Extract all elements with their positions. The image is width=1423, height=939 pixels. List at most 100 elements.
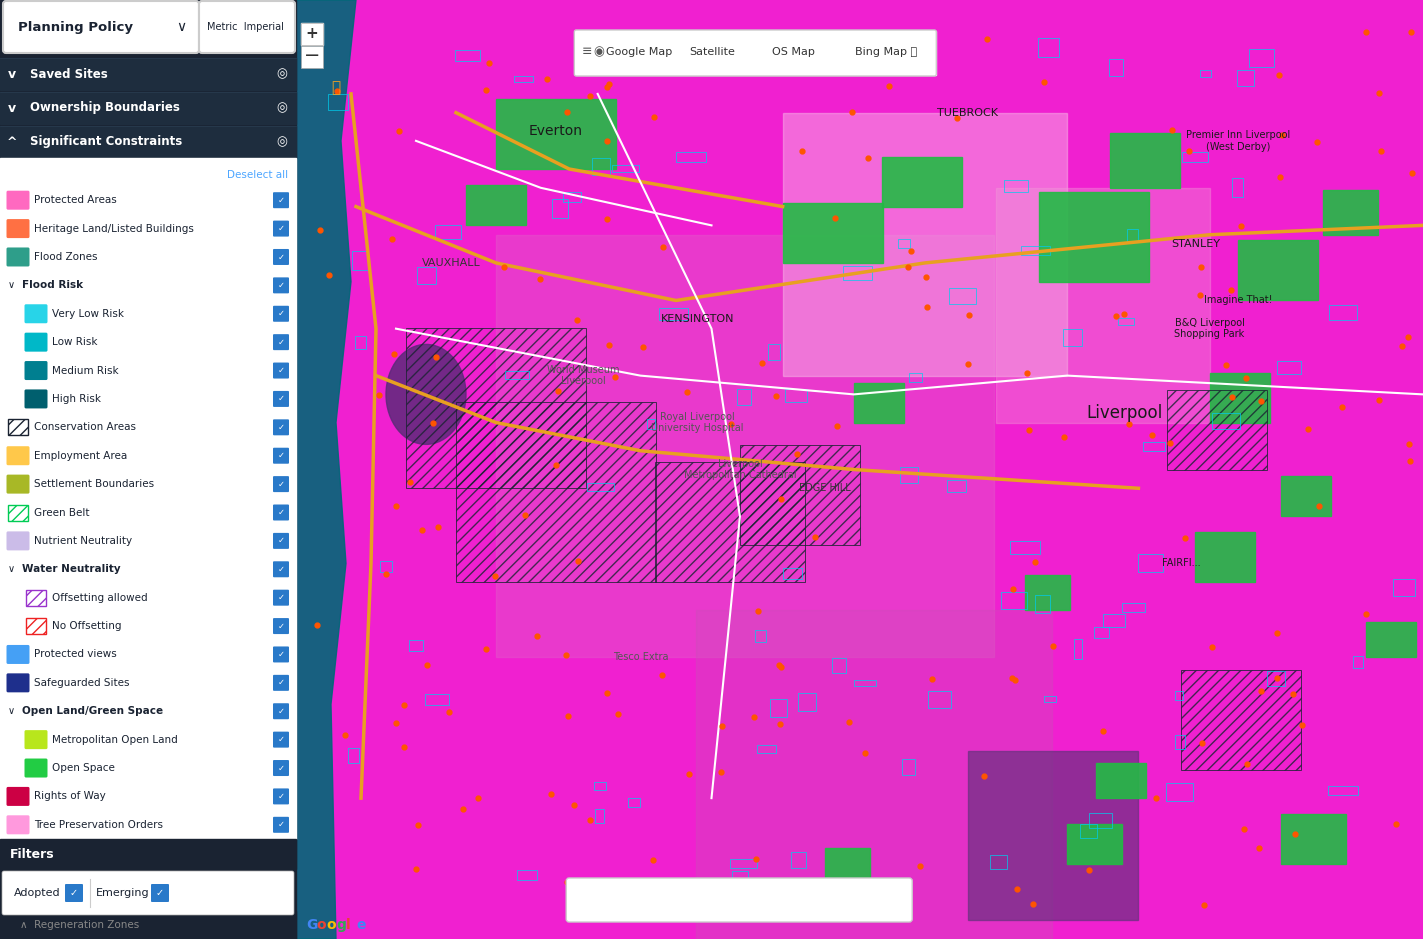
FancyBboxPatch shape bbox=[65, 884, 83, 902]
Bar bbox=[1175, 735, 1185, 748]
Text: Medium Risk: Medium Risk bbox=[53, 365, 118, 376]
FancyBboxPatch shape bbox=[24, 731, 47, 749]
Bar bbox=[1127, 229, 1137, 241]
Text: KENSINGTON: KENSINGTON bbox=[660, 315, 734, 324]
Bar bbox=[770, 699, 787, 717]
Text: Conservation Areas: Conservation Areas bbox=[34, 423, 137, 432]
Text: ✓: ✓ bbox=[277, 650, 285, 659]
Text: Saved Sites: Saved Sites bbox=[30, 68, 108, 81]
FancyBboxPatch shape bbox=[273, 703, 289, 719]
Bar bbox=[9, 504, 28, 520]
Text: Open Land/Green Space: Open Land/Green Space bbox=[21, 706, 164, 716]
Bar bbox=[0, 158, 296, 839]
Bar bbox=[946, 480, 966, 492]
Bar bbox=[9, 420, 28, 436]
Text: ✓: ✓ bbox=[277, 423, 285, 432]
Text: ✓: ✓ bbox=[277, 678, 285, 687]
Text: Protected Areas: Protected Areas bbox=[34, 195, 117, 206]
Bar bbox=[612, 165, 639, 172]
Bar bbox=[406, 329, 586, 488]
Bar bbox=[1237, 69, 1254, 86]
Bar bbox=[1278, 362, 1301, 375]
Bar bbox=[882, 157, 962, 207]
Text: ✓: ✓ bbox=[277, 735, 285, 744]
FancyBboxPatch shape bbox=[24, 332, 47, 351]
Bar bbox=[1329, 305, 1358, 319]
Bar bbox=[1121, 603, 1146, 612]
Text: ∨: ∨ bbox=[176, 20, 186, 34]
Bar bbox=[832, 658, 845, 673]
Bar bbox=[505, 371, 529, 378]
FancyBboxPatch shape bbox=[7, 531, 30, 550]
Bar bbox=[996, 188, 1210, 423]
Bar bbox=[902, 760, 915, 775]
Text: Adopted: Adopted bbox=[14, 888, 61, 898]
FancyBboxPatch shape bbox=[273, 590, 289, 606]
Bar bbox=[354, 336, 366, 349]
Bar bbox=[1183, 152, 1208, 162]
Text: ≡: ≡ bbox=[582, 45, 592, 58]
Text: ✓: ✓ bbox=[277, 792, 285, 801]
Text: Tree Preservation Orders: Tree Preservation Orders bbox=[34, 820, 164, 830]
FancyBboxPatch shape bbox=[273, 533, 289, 549]
Bar bbox=[1167, 390, 1266, 470]
Text: Low Risk: Low Risk bbox=[53, 337, 98, 347]
Text: High Risk: High Risk bbox=[53, 394, 101, 404]
Bar bbox=[1109, 59, 1123, 76]
Bar bbox=[0, 0, 296, 939]
Bar bbox=[425, 695, 448, 705]
Bar bbox=[949, 287, 976, 304]
Bar bbox=[1281, 814, 1346, 864]
Text: Open Space: Open Space bbox=[53, 763, 115, 773]
Bar bbox=[1044, 696, 1056, 702]
Bar bbox=[417, 267, 435, 284]
Bar bbox=[296, 0, 1423, 939]
Bar bbox=[1005, 179, 1027, 192]
Text: ∨: ∨ bbox=[9, 281, 16, 290]
Bar bbox=[968, 751, 1138, 920]
Bar bbox=[730, 859, 757, 868]
Bar bbox=[825, 848, 871, 883]
Bar bbox=[1022, 246, 1050, 254]
Text: ✓: ✓ bbox=[70, 888, 78, 898]
Text: ∨: ∨ bbox=[9, 706, 16, 716]
Bar bbox=[909, 373, 922, 382]
Text: ◎: ◎ bbox=[276, 135, 287, 148]
Bar bbox=[1174, 691, 1183, 700]
FancyBboxPatch shape bbox=[7, 673, 30, 692]
Text: ✓: ✓ bbox=[277, 281, 285, 290]
Text: ✓: ✓ bbox=[277, 593, 285, 602]
Bar bbox=[1181, 670, 1301, 770]
Text: B&Q Liverpool
Shopping Park: B&Q Liverpool Shopping Park bbox=[1174, 317, 1245, 340]
Bar bbox=[854, 680, 877, 685]
FancyBboxPatch shape bbox=[273, 504, 289, 520]
Text: Deselect all: Deselect all bbox=[226, 170, 287, 180]
FancyBboxPatch shape bbox=[273, 391, 289, 407]
Bar bbox=[842, 267, 872, 280]
Bar bbox=[1393, 579, 1416, 596]
Text: ◎: ◎ bbox=[276, 68, 287, 81]
FancyBboxPatch shape bbox=[7, 446, 30, 465]
Bar bbox=[1238, 240, 1318, 300]
Text: Liverpool
Metropolitan Cathedral: Liverpool Metropolitan Cathedral bbox=[683, 458, 797, 481]
Bar bbox=[1323, 190, 1379, 235]
Bar bbox=[696, 610, 1052, 939]
Text: No Offsetting: No Offsetting bbox=[53, 621, 121, 631]
Text: g: g bbox=[336, 918, 346, 932]
Text: Protected views: Protected views bbox=[34, 650, 117, 659]
Bar bbox=[1200, 70, 1211, 77]
Bar bbox=[1080, 824, 1097, 838]
FancyBboxPatch shape bbox=[7, 645, 30, 664]
FancyBboxPatch shape bbox=[7, 248, 30, 267]
Bar bbox=[768, 344, 780, 360]
Bar bbox=[1094, 626, 1109, 639]
Bar bbox=[1039, 192, 1148, 282]
Bar bbox=[791, 852, 807, 868]
Bar bbox=[588, 484, 613, 490]
Text: ✓: ✓ bbox=[277, 224, 285, 233]
FancyBboxPatch shape bbox=[273, 420, 289, 436]
Bar bbox=[353, 251, 367, 269]
Text: ✓: ✓ bbox=[277, 564, 285, 574]
Bar bbox=[26, 590, 46, 606]
Bar bbox=[1248, 49, 1275, 67]
